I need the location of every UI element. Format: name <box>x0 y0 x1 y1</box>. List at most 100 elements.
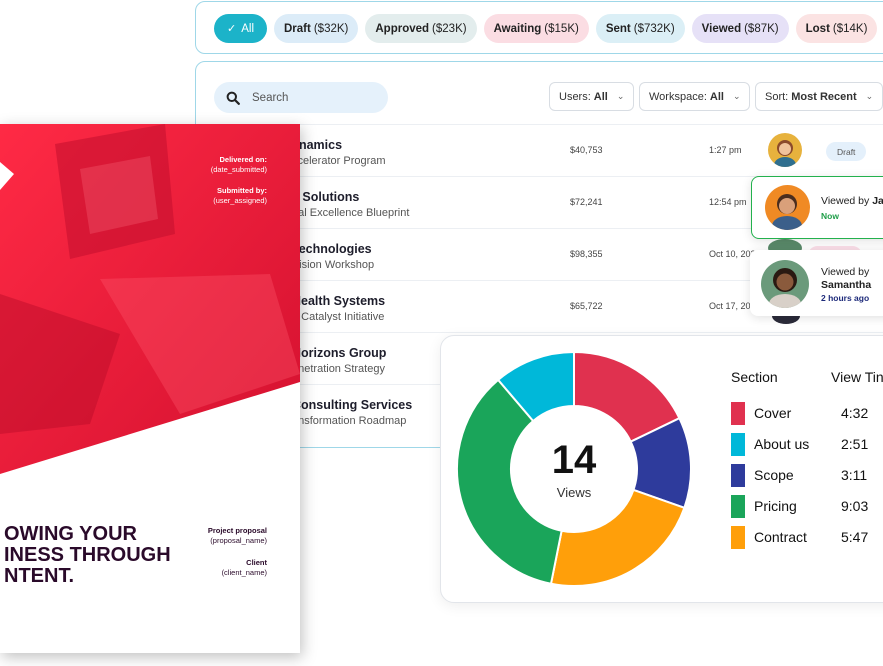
users-dropdown-label: Users: <box>559 90 591 103</box>
last-activity-time: Oct 17, 2024 <box>709 301 761 311</box>
search-icon <box>226 91 240 105</box>
program-name: nal Excellence Blueprint <box>292 207 410 219</box>
project-proposal: Project proposal (proposal_name) <box>208 526 267 546</box>
legend-swatch <box>731 463 745 487</box>
delivered-on: Delivered on: (date_submitted) <box>211 155 267 175</box>
headline-line: INESS THROUGH <box>4 544 171 566</box>
filter-pill-label: All <box>241 22 254 35</box>
legend-row: About us 2:51 <box>731 432 868 456</box>
legend-row: Scope 3:11 <box>731 463 867 487</box>
status-badge: Draft <box>826 142 867 161</box>
legend-row: Cover 4:32 <box>731 401 868 425</box>
deal-amount: $72,241 <box>570 197 603 207</box>
program-name: n Catalyst Initiative <box>292 311 385 323</box>
filter-pill-approved[interactable]: Approved ($23K) <box>365 14 477 43</box>
legend-row: Pricing 9:03 <box>731 494 868 518</box>
legend-view-time: 3:11 <box>841 467 868 483</box>
avatar <box>761 260 809 308</box>
table-row[interactable]: k Solutions nal Excellence Blueprint $72… <box>196 176 883 228</box>
legend-section-name: Contract <box>754 529 807 545</box>
filter-pill-draft[interactable]: Draft ($32K) <box>274 14 359 43</box>
viewed-time: Now <box>821 211 839 221</box>
filter-pill-all[interactable]: ✓ All <box>214 14 267 43</box>
client: Client (client_name) <box>222 558 267 578</box>
table-row[interactable]: Health Systems n Catalyst Initiative $65… <box>196 280 883 332</box>
check-icon: ✓ <box>227 23 237 35</box>
cover-hero-image <box>0 124 300 474</box>
filter-pill-label: Viewed <box>701 22 742 35</box>
filter-pill-value: ($15K) <box>544 22 579 35</box>
filter-pill-value: ($87K) <box>744 22 779 35</box>
submitted-by-value: (user_assigned) <box>213 196 267 205</box>
avatar <box>768 133 802 167</box>
legend-swatch <box>731 401 745 425</box>
viewed-time: 2 hours ago <box>821 293 870 303</box>
legend-view-time: 2:51 <box>841 436 869 452</box>
legend-view-time: 4:32 <box>841 405 869 421</box>
sort-dropdown-value: Most Recent <box>791 90 857 103</box>
company-name: ynamics <box>292 138 343 152</box>
deal-amount: $65,722 <box>570 301 603 311</box>
company-name: Health Systems <box>292 294 386 308</box>
headline-line: NTENT. <box>4 565 74 587</box>
users-dropdown[interactable]: Users: All ⌄ <box>549 82 635 111</box>
last-activity-time: 12:54 pm <box>709 197 747 207</box>
program-name: Vision Workshop <box>292 259 375 271</box>
search-input[interactable]: Search <box>214 82 388 113</box>
program-name: enetration Strategy <box>292 363 385 375</box>
program-name: ccelerator Program <box>292 155 386 167</box>
legend-row: Contract 5:47 <box>731 525 868 549</box>
legend-swatch <box>731 525 745 549</box>
viewed-notification[interactable]: Viewed by Samantha 2 hours ago <box>750 250 883 316</box>
sort-dropdown-label: Sort: <box>765 90 789 103</box>
donut-slice-pricing <box>456 378 563 585</box>
last-activity-time: 1:27 pm <box>709 145 742 155</box>
avatar <box>765 185 810 230</box>
filter-pill-viewed[interactable]: Viewed ($87K) <box>691 14 789 43</box>
donut-slice-contract <box>549 488 686 587</box>
last-activity-time: Oct 10, 2024 <box>709 249 761 259</box>
sort-dropdown[interactable]: Sort: Most Recent ⌄ <box>755 82 883 111</box>
deal-amount: $40,753 <box>570 145 603 155</box>
workspace-dropdown-value: All <box>709 90 724 103</box>
viewed-notification[interactable]: Viewed by Jas Now <box>751 176 883 239</box>
client-label: Client <box>246 558 267 567</box>
viewer-name: Samantha <box>821 279 871 292</box>
legend-view-time: 5:47 <box>841 529 869 545</box>
submitted-by: Submitted by: (user_assigned) <box>213 186 267 206</box>
legend-section-name: Pricing <box>754 498 797 514</box>
delivered-on-label: Delivered on: <box>219 155 267 164</box>
legend-swatch <box>731 494 745 518</box>
deal-amount: $98,355 <box>570 249 603 259</box>
views-count: 14 <box>551 438 597 482</box>
legend-header-section: Section <box>731 369 778 385</box>
filter-pill-sent[interactable]: Sent ($732K) <box>595 14 685 43</box>
viewer-name-text: Samantha <box>821 279 872 291</box>
chevron-down-icon: ⌄ <box>732 91 741 101</box>
filter-pill-label: Approved <box>375 22 430 35</box>
table-row[interactable]: ynamics ccelerator Program $40,753 1:27 … <box>196 124 883 176</box>
company-name: Consulting Services <box>292 398 413 412</box>
workspace-dropdown[interactable]: Workspace: All ⌄ <box>639 82 751 111</box>
legend-view-time: 9:03 <box>841 498 869 514</box>
company-name: Horizons Group <box>292 346 387 360</box>
filter-pill-lost[interactable]: Lost ($14K) <box>795 14 878 43</box>
donut-slice-about-us <box>496 351 575 423</box>
status-filter-bar: ✓ All Draft ($32K) Approved ($23K) Awaiting ($1… <box>195 1 883 54</box>
viewer-name: Jas <box>872 195 883 207</box>
filter-pill-label: Draft <box>284 22 311 35</box>
company-name: Technologies <box>292 242 372 256</box>
workspace-dropdown-label: Workspace: <box>649 90 707 103</box>
filter-pill-value: ($732K) <box>633 22 675 35</box>
project-proposal-label: Project proposal <box>207 526 267 535</box>
viewed-by-text: Viewed by Jas <box>821 195 883 208</box>
proposal-document-preview: Delivered on: (date_submitted) Submitted… <box>0 124 300 653</box>
table-row[interactable]: Horizons Group enetration Strategy <box>196 332 883 384</box>
program-name: ansformation Roadmap <box>292 415 407 427</box>
views-label: Views <box>556 485 592 500</box>
filter-pill-value: ($23K) <box>432 22 467 35</box>
filter-pill-label: Sent <box>605 22 631 35</box>
filter-pill-value: ($32K) <box>313 22 349 35</box>
filter-pill-awaiting[interactable]: Awaiting ($15K) <box>483 14 589 43</box>
